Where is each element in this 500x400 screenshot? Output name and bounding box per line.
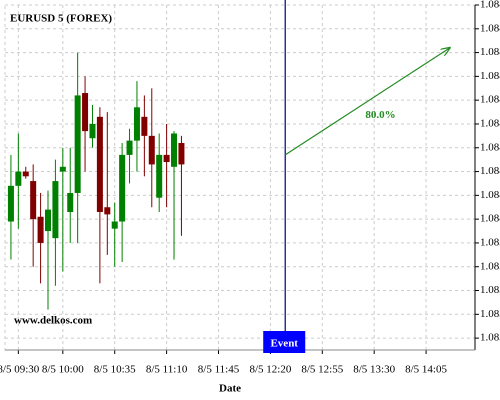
candle-body [89, 123, 96, 139]
plot-area [4, 4, 476, 351]
candle-body [7, 185, 14, 222]
event-label: Event [270, 338, 298, 350]
x-tick-label: 8/5 10:35 [94, 364, 136, 376]
chart-title: EURUSD 5 (FOREX) [10, 13, 112, 25]
candle-body [37, 216, 44, 243]
x-axis-label: Date [219, 383, 241, 395]
candle-body [96, 116, 103, 212]
y-tick-label: 1.0849 [480, 0, 500, 11]
candle-body [141, 116, 148, 136]
x-tick-label: 8/5 12:55 [301, 364, 343, 376]
x-tick-label: 8/5 10:00 [42, 364, 84, 376]
candle-body [59, 166, 66, 172]
candle-body [15, 171, 22, 186]
candle-body [82, 93, 89, 132]
candle-body [133, 107, 140, 141]
y-tick-label: 1.0844 [480, 117, 500, 129]
y-tick-label: 1.0845 [480, 94, 500, 106]
y-tick-label: 1.0839 [480, 236, 500, 248]
candle-body [74, 95, 81, 193]
candle-body [52, 181, 59, 239]
candle-body [111, 221, 118, 229]
y-tick-label: 1.0848 [480, 22, 500, 34]
x-tick-label: 8/5 11:45 [198, 364, 240, 376]
y-tick-label: 1.0838 [480, 260, 500, 272]
x-tick-label: 8/5 14:05 [405, 364, 447, 376]
y-tick-label: 1.0847 [480, 46, 500, 58]
candle-body [44, 209, 51, 232]
y-tick-label: 1.0841 [480, 189, 500, 201]
y-tick-label: 1.0836 [480, 308, 500, 320]
y-tick-label: 1.0842 [480, 165, 500, 177]
candle-body [22, 171, 29, 177]
y-tick-label: 1.0835 [480, 332, 500, 344]
candle-body [178, 143, 185, 165]
y-tick-label: 1.0837 [480, 284, 500, 296]
y-tick-label: 1.0840 [480, 213, 500, 225]
candle-body [163, 154, 170, 163]
candle-body [104, 207, 111, 215]
y-tick-label: 1.0846 [480, 70, 500, 82]
forecast-label: 80.0% [365, 109, 395, 121]
x-tick-label: 8/5 13:30 [353, 364, 395, 376]
x-tick-label: 8/5 09:30 [0, 364, 40, 376]
candle-body [30, 181, 37, 220]
candle-body [126, 140, 133, 155]
candle-body [171, 133, 178, 167]
candle-body [67, 192, 74, 212]
x-tick-label: 8/5 12:20 [249, 364, 291, 376]
event-box [263, 331, 306, 353]
watermark: www.delkos.com [14, 315, 92, 327]
candle-body [119, 154, 126, 222]
candle-body [148, 135, 155, 165]
x-tick-label: 8/5 11:10 [146, 364, 188, 376]
candle-body [156, 154, 163, 198]
forecast-arrow [284, 48, 450, 156]
y-tick-label: 1.0843 [480, 141, 500, 153]
